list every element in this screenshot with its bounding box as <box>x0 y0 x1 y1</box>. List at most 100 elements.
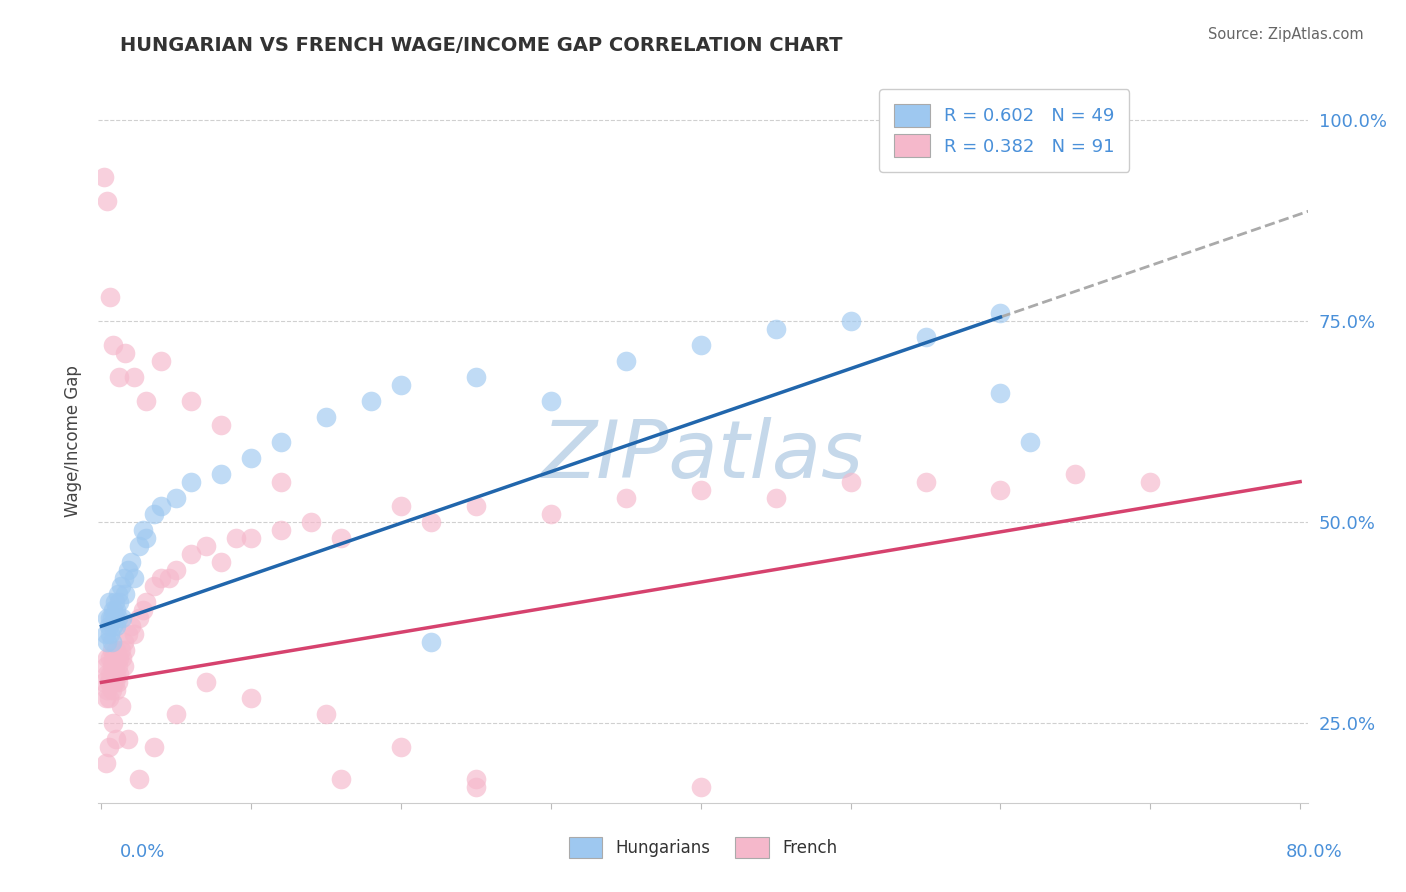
Point <box>108 667 131 681</box>
Point <box>97 595 120 609</box>
Point <box>100 667 122 681</box>
Point <box>132 603 155 617</box>
Point <box>270 434 292 449</box>
Point <box>94 691 117 706</box>
Point <box>135 595 157 609</box>
Point <box>112 659 135 673</box>
Point <box>765 322 787 336</box>
Point <box>107 675 129 690</box>
Point <box>465 370 488 384</box>
Point <box>839 475 862 489</box>
Point <box>209 467 232 481</box>
Point <box>111 651 134 665</box>
Point <box>209 555 232 569</box>
Point <box>150 499 173 513</box>
Point <box>389 499 412 513</box>
Point <box>990 386 1012 401</box>
Point <box>914 876 936 890</box>
Point <box>96 611 118 625</box>
Point <box>765 491 787 505</box>
Point <box>135 394 157 409</box>
Point <box>132 523 155 537</box>
Point <box>112 635 135 649</box>
Point <box>105 619 128 633</box>
Point <box>114 643 136 657</box>
Point <box>465 780 488 794</box>
Point <box>990 306 1012 320</box>
Point <box>105 667 128 681</box>
Point <box>165 563 187 577</box>
Point <box>135 531 157 545</box>
Point <box>240 531 263 545</box>
Point <box>315 707 337 722</box>
Point <box>330 531 353 545</box>
Point <box>103 619 125 633</box>
Point <box>209 418 232 433</box>
Point <box>165 491 187 505</box>
Point <box>100 611 122 625</box>
Point <box>157 571 180 585</box>
Point <box>914 330 936 344</box>
Point <box>96 651 118 665</box>
Point <box>614 491 637 505</box>
Point <box>114 346 136 360</box>
Text: HUNGARIAN VS FRENCH WAGE/INCOME GAP CORRELATION CHART: HUNGARIAN VS FRENCH WAGE/INCOME GAP CORR… <box>120 36 842 54</box>
Point <box>990 483 1012 497</box>
Point <box>94 627 117 641</box>
Point <box>142 739 165 754</box>
Point <box>270 523 292 537</box>
Point <box>1019 434 1042 449</box>
Text: Source: ZipAtlas.com: Source: ZipAtlas.com <box>1208 27 1364 42</box>
Point <box>103 667 125 681</box>
Point <box>103 651 125 665</box>
Point <box>420 635 443 649</box>
Point <box>101 611 124 625</box>
Point <box>117 563 139 577</box>
Point <box>110 579 132 593</box>
Point <box>114 587 136 601</box>
Point <box>120 555 142 569</box>
Text: 80.0%: 80.0% <box>1286 843 1343 861</box>
Point <box>124 571 146 585</box>
Y-axis label: Wage/Income Gap: Wage/Income Gap <box>63 366 82 517</box>
Point <box>465 772 488 786</box>
Point <box>165 707 187 722</box>
Point <box>103 603 125 617</box>
Text: 0.0%: 0.0% <box>120 843 165 861</box>
Point <box>540 394 562 409</box>
Point <box>150 571 173 585</box>
Point <box>97 675 120 690</box>
Point <box>1139 475 1161 489</box>
Point <box>104 659 127 673</box>
Point <box>124 370 146 384</box>
Point <box>103 715 125 730</box>
Point <box>180 394 202 409</box>
Point <box>389 739 412 754</box>
Point <box>100 627 122 641</box>
Point <box>105 643 128 657</box>
Point <box>111 611 134 625</box>
Point <box>420 515 443 529</box>
Point <box>100 290 122 304</box>
Point <box>124 627 146 641</box>
Point <box>689 780 711 794</box>
Point <box>110 699 132 714</box>
Point <box>100 651 122 665</box>
Point <box>104 611 127 625</box>
Point <box>105 603 128 617</box>
Point <box>104 595 127 609</box>
Point <box>112 571 135 585</box>
Point <box>101 635 124 649</box>
Point <box>107 659 129 673</box>
Point <box>689 338 711 352</box>
Point <box>117 627 139 641</box>
Point <box>108 651 131 665</box>
Point <box>100 675 122 690</box>
Point <box>96 194 118 208</box>
Point <box>225 531 247 545</box>
Point <box>128 611 150 625</box>
Point <box>914 475 936 489</box>
Point <box>180 475 202 489</box>
Point <box>101 643 124 657</box>
Point <box>195 675 218 690</box>
